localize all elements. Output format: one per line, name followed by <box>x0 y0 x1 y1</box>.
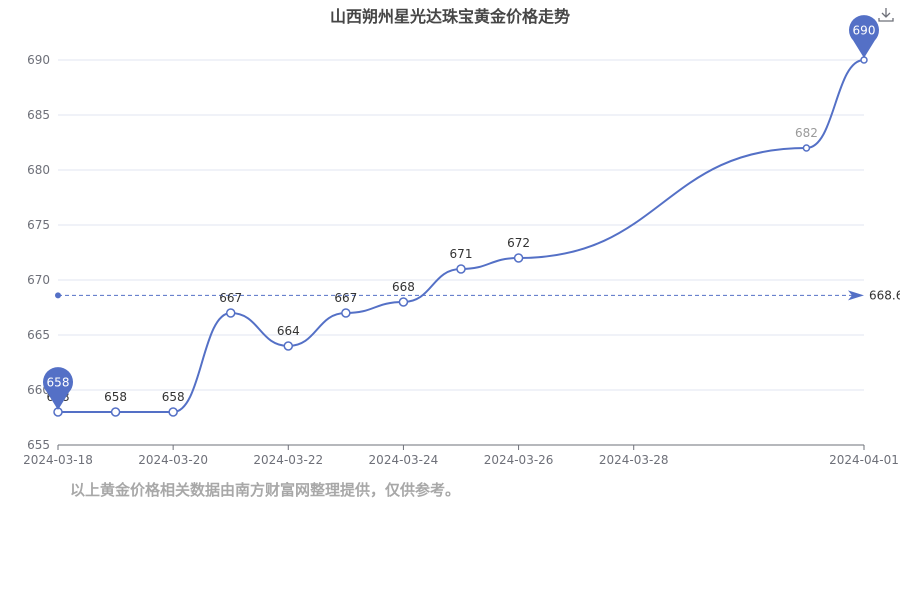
data-label: 667 <box>219 291 242 305</box>
data-label: 658 <box>162 390 185 404</box>
x-axis: 2024-03-18 2024-03-20 2024-03-22 2024-03-24… <box>23 444 899 467</box>
y-tick-label: 655 <box>27 438 50 452</box>
min-marker: 658 <box>43 367 73 410</box>
min-marker-shape <box>43 367 73 410</box>
average-line-arrow <box>848 290 864 301</box>
data-label: 668 <box>392 280 415 294</box>
y-tick-label: 665 <box>27 328 50 342</box>
footnote: 以上黄金价格相关数据由南方财富网整理提供，仅供参考。 <box>70 481 461 499</box>
price-series <box>58 59 865 413</box>
average-line-label: 668.6 <box>869 288 900 302</box>
x-tick-label: 2024-03-18 <box>23 453 93 467</box>
x-tick-label: 2024-03-26 <box>484 453 554 467</box>
data-point <box>110 407 121 417</box>
data-point <box>283 341 294 351</box>
y-tick-label: 675 <box>27 218 50 232</box>
data-point <box>168 407 178 417</box>
max-marker: 690 <box>849 15 880 58</box>
data-label: 658 <box>104 390 127 404</box>
x-tick-label: 2024-03-28 <box>599 453 669 467</box>
y-tick-label: 680 <box>27 163 50 177</box>
data-point <box>513 253 524 263</box>
chart-title: 山西朔州星光达珠宝黄金价格走势 <box>329 7 570 26</box>
download-icon[interactable] <box>877 6 895 24</box>
average-line: 668.6 <box>55 288 900 302</box>
grid-lines <box>58 59 864 391</box>
max-marker-label: 690 <box>853 24 876 38</box>
series-line <box>58 59 865 413</box>
x-tick-label: 2024-03-22 <box>253 453 323 467</box>
data-point <box>456 264 466 274</box>
data-label: 671 <box>450 247 473 261</box>
x-tick-label: 2024-03-24 <box>369 453 439 467</box>
data-labels: 658 658 658 667 664 667 668 671 672 682 <box>47 126 818 404</box>
min-marker-label: 658 <box>47 376 70 390</box>
data-point <box>802 144 811 152</box>
max-marker-shape <box>849 15 880 58</box>
data-label: 664 <box>277 324 300 338</box>
x-tick-label: 2024-03-20 <box>138 453 208 467</box>
data-label: 682 <box>795 126 818 140</box>
y-tick-label: 685 <box>27 108 50 122</box>
data-point <box>225 308 236 318</box>
y-tick-label: 670 <box>27 273 50 287</box>
x-tick-label: 2024-04-01 <box>829 453 899 467</box>
extreme-markers: 658 690 <box>43 15 880 410</box>
data-point <box>341 308 351 318</box>
y-tick-label: 690 <box>27 53 50 67</box>
data-label: 672 <box>507 236 530 250</box>
data-label: 667 <box>334 291 357 305</box>
data-point <box>398 297 409 307</box>
data-points <box>53 56 868 417</box>
